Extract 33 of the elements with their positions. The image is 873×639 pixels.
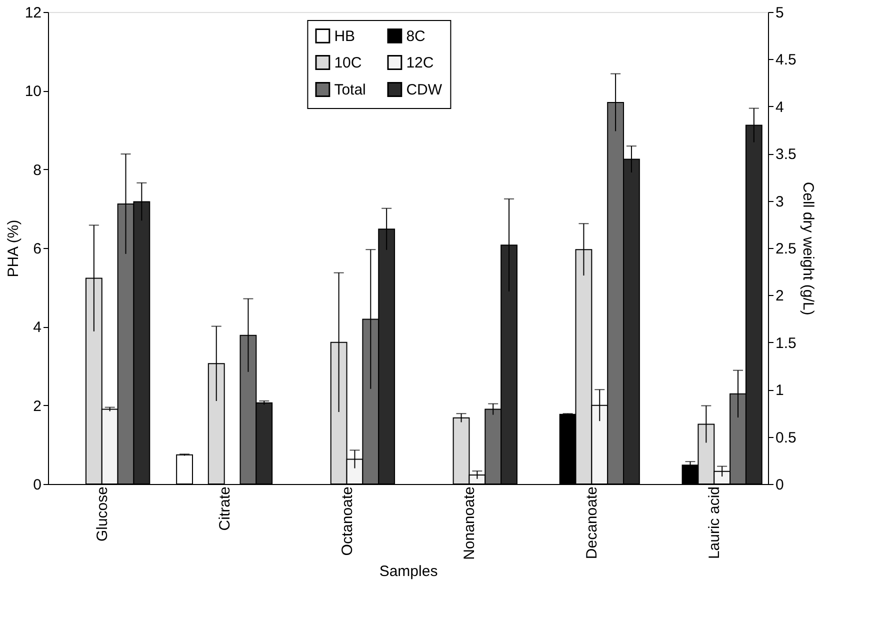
y2-tick-label: 2 (776, 288, 784, 305)
legend-label: HB (334, 28, 356, 45)
y-tick-label: 6 (33, 240, 42, 258)
y2-tick-label: 4.5 (776, 52, 796, 69)
y-tick-label: 0 (33, 476, 42, 494)
y2-tick-label: 1 (776, 382, 784, 400)
y-tick-label: 8 (33, 162, 42, 179)
x-tick-label: Citrate (216, 486, 234, 531)
x-axis-title: Samples (379, 562, 438, 580)
y2-tick-label: 0.5 (776, 429, 796, 446)
y-tick-label: 10 (24, 83, 42, 100)
y2-axis-title: Cell dry weight (g/L) (799, 182, 816, 316)
x-tick-label: Lauric acid (706, 486, 724, 560)
y2-tick-label: 1.5 (776, 334, 796, 352)
y2-tick-label: 5 (776, 4, 784, 22)
legend-label: 10C (334, 54, 362, 72)
x-tick-label: Octanoate (338, 486, 356, 556)
y2-tick-label: 3 (776, 193, 784, 210)
y2-tick-label: 0 (776, 476, 784, 494)
x-tick-label: Nonanoate (461, 486, 478, 560)
y2-tick-label: 2.5 (776, 240, 796, 258)
legend-label: CDW (406, 82, 443, 98)
legend-label: 12C (406, 54, 434, 72)
y2-tick-label: 4 (776, 98, 784, 116)
y-tick-label: 2 (33, 398, 42, 415)
y-tick-label: 4 (33, 319, 42, 336)
x-tick-label: Decanoate (584, 486, 601, 560)
legend-label: Total (334, 82, 366, 98)
legend-label: 8C (406, 28, 426, 45)
y-tick-label: 12 (24, 4, 42, 22)
y-axis-title: PHA (%) (4, 220, 22, 278)
y2-tick-label: 3.5 (776, 146, 796, 164)
x-tick-label: Glucose (94, 486, 111, 542)
